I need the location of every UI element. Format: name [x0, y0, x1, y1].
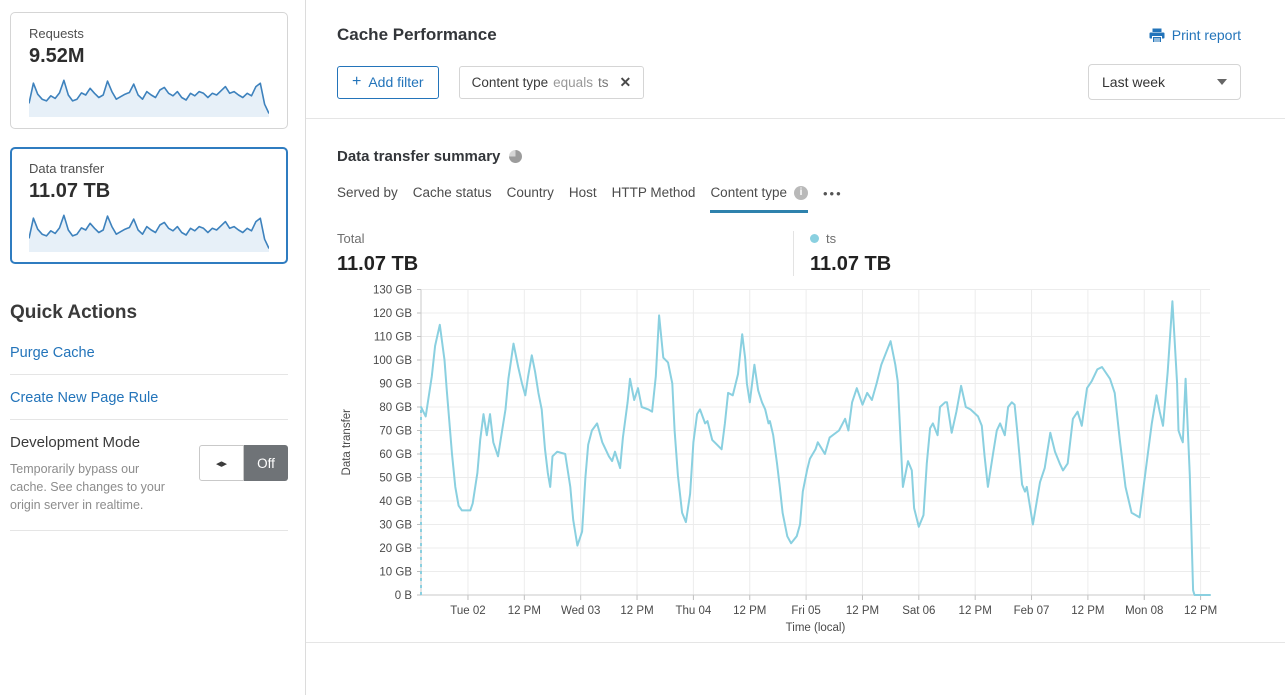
total-value: 11.07 TB	[337, 253, 419, 275]
add-filter-button[interactable]: + Add filter	[337, 65, 439, 99]
svg-text:12 PM: 12 PM	[508, 605, 541, 617]
series-ts-label[interactable]: ts	[826, 231, 837, 246]
stats-row: Total 11.07 TB ts 11.07 TB	[306, 213, 1285, 276]
svg-text:12 PM: 12 PM	[959, 605, 992, 617]
data-transfer-value: 11.07 TB	[29, 180, 111, 202]
requests-value: 9.52M	[29, 45, 85, 67]
tab-served-by[interactable]: Served by	[337, 185, 398, 200]
metric-card-data-transfer[interactable]: Data transfer 11.07 TB	[10, 147, 288, 264]
svg-text:0 B: 0 B	[395, 590, 413, 602]
data-transfer-chart[interactable]: 0 B 10 GB 20 GB 30 GB 40 GB 50 GB 60 GB 70 GB 80…	[330, 280, 1235, 635]
chart-area: 0 B 10 GB 20 GB 30 GB 40 GB 50 GB 60 GB 70 GB 80…	[330, 280, 1285, 640]
requests-label: Requests	[29, 26, 84, 41]
filter-field: Content type	[471, 74, 549, 90]
bottom-divider	[306, 642, 1285, 643]
development-mode-description: Temporarily bypass our cache. See change…	[10, 462, 165, 513]
svg-text:Fri 05: Fri 05	[791, 605, 820, 617]
svg-text:70 GB: 70 GB	[379, 426, 412, 438]
chevron-down-icon	[1217, 79, 1227, 85]
development-mode-title: Development Mode	[10, 434, 141, 451]
series-ts-value: 11.07 TB	[810, 253, 892, 275]
svg-text:Wed 03: Wed 03	[561, 605, 600, 617]
svg-text:130 GB: 130 GB	[373, 285, 412, 297]
development-mode-section: Development Mode Temporarily bypass our …	[10, 420, 288, 532]
svg-text:12 PM: 12 PM	[1184, 605, 1217, 617]
svg-text:120 GB: 120 GB	[373, 308, 412, 320]
svg-text:Data transfer: Data transfer	[341, 409, 353, 476]
svg-text:Feb 07: Feb 07	[1014, 605, 1050, 617]
filter-value: ts	[597, 74, 609, 90]
svg-text:Mon 08: Mon 08	[1125, 605, 1163, 617]
tab-country[interactable]: Country	[506, 185, 554, 200]
purge-cache-link[interactable]: Purge Cache	[10, 330, 288, 375]
svg-text:100 GB: 100 GB	[373, 355, 412, 367]
page-title: Cache Performance	[337, 25, 497, 44]
main-panel: Cache Performance Print report + Add fil…	[306, 0, 1285, 695]
legend-block: ts 11.07 TB	[793, 231, 891, 276]
header-divider	[306, 118, 1285, 119]
development-mode-toggle[interactable]: ◂▸ Off	[199, 445, 288, 481]
pie-timer-icon	[509, 150, 523, 163]
toggle-knob-icon[interactable]: ◂▸	[199, 445, 244, 481]
svg-text:20 GB: 20 GB	[379, 543, 412, 555]
info-icon[interactable]: i	[794, 185, 808, 200]
svg-text:80 GB: 80 GB	[379, 402, 412, 414]
svg-text:40 GB: 40 GB	[379, 496, 412, 508]
svg-text:12 PM: 12 PM	[733, 605, 766, 617]
svg-text:12 PM: 12 PM	[1071, 605, 1104, 617]
svg-text:Time (local): Time (local)	[786, 622, 846, 634]
total-label: Total	[337, 231, 365, 246]
requests-sparkline	[29, 75, 269, 117]
add-filter-label: Add filter	[368, 74, 424, 90]
svg-text:110 GB: 110 GB	[374, 332, 412, 344]
remove-filter-icon[interactable]: ✕	[619, 73, 632, 90]
tab-host[interactable]: Host	[568, 185, 597, 200]
svg-text:60 GB: 60 GB	[379, 449, 412, 461]
print-report-link[interactable]: Print report	[1149, 27, 1241, 43]
series-ts-dot	[810, 234, 819, 243]
svg-text:10 GB: 10 GB	[379, 567, 412, 579]
tab-http-method[interactable]: HTTP Method	[611, 185, 696, 200]
metric-card-requests[interactable]: Requests 9.52M	[10, 12, 288, 129]
data-transfer-sparkline	[29, 210, 269, 252]
svg-text:50 GB: 50 GB	[379, 473, 412, 485]
print-report-label: Print report	[1171, 27, 1241, 43]
more-tabs-icon[interactable]: •••	[823, 186, 843, 201]
date-range-select[interactable]: Last week	[1088, 64, 1241, 100]
date-range-value: Last week	[1102, 74, 1166, 90]
svg-text:Tue 02: Tue 02	[450, 605, 485, 617]
toggle-state-label: Off	[244, 445, 288, 481]
svg-text:12 PM: 12 PM	[620, 605, 653, 617]
total-block: Total 11.07 TB	[337, 231, 793, 276]
svg-text:Thu 04: Thu 04	[675, 605, 711, 617]
tab-content-type[interactable]: Content type i	[710, 185, 808, 213]
tab-cache-status[interactable]: Cache status	[412, 185, 492, 200]
filter-chip[interactable]: Content type equals ts ✕	[458, 65, 645, 99]
sidebar: Requests 9.52M Data transfer 11.07 TB Qu…	[0, 0, 306, 695]
svg-text:Sat 06: Sat 06	[902, 605, 935, 617]
data-transfer-label: Data transfer	[29, 161, 105, 176]
quick-actions-title: Quick Actions	[10, 302, 138, 323]
printer-icon	[1149, 28, 1165, 43]
dimension-tabs: Served by Cache status Country Host HTTP…	[306, 165, 1285, 213]
svg-text:30 GB: 30 GB	[379, 520, 412, 532]
plus-icon: +	[352, 73, 362, 90]
filter-operator: equals	[553, 74, 593, 90]
summary-title: Data transfer summary	[337, 148, 501, 165]
create-page-rule-link[interactable]: Create New Page Rule	[10, 375, 288, 420]
svg-text:90 GB: 90 GB	[379, 379, 412, 391]
svg-text:12 PM: 12 PM	[846, 605, 879, 617]
